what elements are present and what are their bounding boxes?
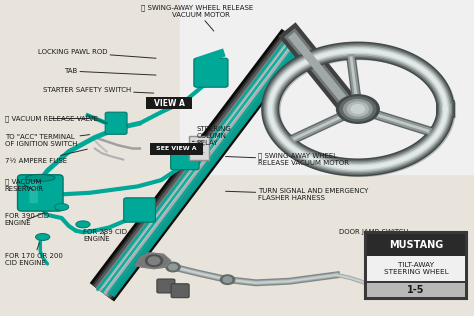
Text: TAB: TAB — [64, 68, 156, 75]
Polygon shape — [135, 253, 171, 269]
FancyBboxPatch shape — [367, 256, 465, 281]
Text: Ⓓ SWING-AWAY WHEEL
RELEASE VACUUM MOTOR: Ⓓ SWING-AWAY WHEEL RELEASE VACUUM MOTOR — [226, 153, 349, 167]
Circle shape — [169, 264, 177, 270]
Circle shape — [148, 257, 160, 264]
FancyBboxPatch shape — [189, 136, 209, 160]
Circle shape — [146, 255, 163, 266]
Circle shape — [340, 97, 376, 121]
Text: TURN SIGNAL AND EMERGENCY
FLASHER HARNESS: TURN SIGNAL AND EMERGENCY FLASHER HARNES… — [226, 188, 369, 201]
Ellipse shape — [76, 221, 90, 228]
Circle shape — [344, 100, 372, 118]
FancyBboxPatch shape — [105, 112, 127, 134]
Ellipse shape — [55, 204, 69, 210]
Text: Ⓑ VACUUM RELEASE VALVE: Ⓑ VACUUM RELEASE VALVE — [5, 115, 98, 122]
Text: STARTER SAFETY SWITCH: STARTER SAFETY SWITCH — [43, 87, 154, 93]
Text: SEE VIEW A: SEE VIEW A — [156, 147, 197, 151]
FancyBboxPatch shape — [367, 283, 465, 297]
Text: STEERING
COLUMN
RELAY: STEERING COLUMN RELAY — [192, 126, 231, 146]
FancyBboxPatch shape — [157, 279, 175, 293]
FancyBboxPatch shape — [18, 175, 63, 211]
Text: FOR 289 CID
ENGINE: FOR 289 CID ENGINE — [83, 229, 127, 242]
Text: TILT-AWAY
STEERING WHEEL: TILT-AWAY STEERING WHEEL — [383, 262, 448, 275]
Text: MUSTANG: MUSTANG — [389, 240, 443, 251]
FancyBboxPatch shape — [171, 146, 199, 170]
Text: LOCKING PAWL ROD: LOCKING PAWL ROD — [38, 49, 156, 58]
Ellipse shape — [36, 234, 50, 240]
Circle shape — [223, 277, 232, 283]
Text: TO "ACC" TERMINAL
OF IGNITION SWITCH: TO "ACC" TERMINAL OF IGNITION SWITCH — [5, 134, 90, 147]
Text: Ⓐ SWING-AWAY WHEEL RELEASE
    VACUUM MOTOR: Ⓐ SWING-AWAY WHEEL RELEASE VACUUM MOTOR — [141, 4, 253, 31]
FancyBboxPatch shape — [29, 182, 38, 203]
Text: FOR 170 OR 200
CID ENGINE: FOR 170 OR 200 CID ENGINE — [5, 243, 63, 266]
Circle shape — [220, 275, 235, 284]
Circle shape — [347, 102, 368, 116]
Text: VIEW A: VIEW A — [154, 99, 185, 107]
Text: 1-5: 1-5 — [407, 285, 425, 295]
FancyBboxPatch shape — [180, 0, 474, 174]
Text: FOR 390 CID
ENGINE: FOR 390 CID ENGINE — [5, 213, 49, 226]
FancyBboxPatch shape — [150, 143, 203, 155]
Ellipse shape — [26, 174, 55, 181]
FancyBboxPatch shape — [146, 97, 192, 109]
FancyBboxPatch shape — [367, 234, 465, 258]
FancyBboxPatch shape — [365, 232, 467, 299]
Polygon shape — [135, 253, 171, 269]
Circle shape — [351, 105, 365, 113]
Text: 7½ AMPERE FUSE: 7½ AMPERE FUSE — [5, 149, 87, 164]
FancyBboxPatch shape — [194, 58, 228, 87]
Text: DOOR JAMB SWITCH: DOOR JAMB SWITCH — [339, 229, 409, 247]
Circle shape — [166, 262, 180, 272]
FancyBboxPatch shape — [171, 284, 189, 298]
Circle shape — [337, 95, 379, 123]
FancyBboxPatch shape — [124, 198, 155, 222]
Text: Ⓒ VACUUM
RESERVOIR: Ⓒ VACUUM RESERVOIR — [5, 178, 44, 192]
